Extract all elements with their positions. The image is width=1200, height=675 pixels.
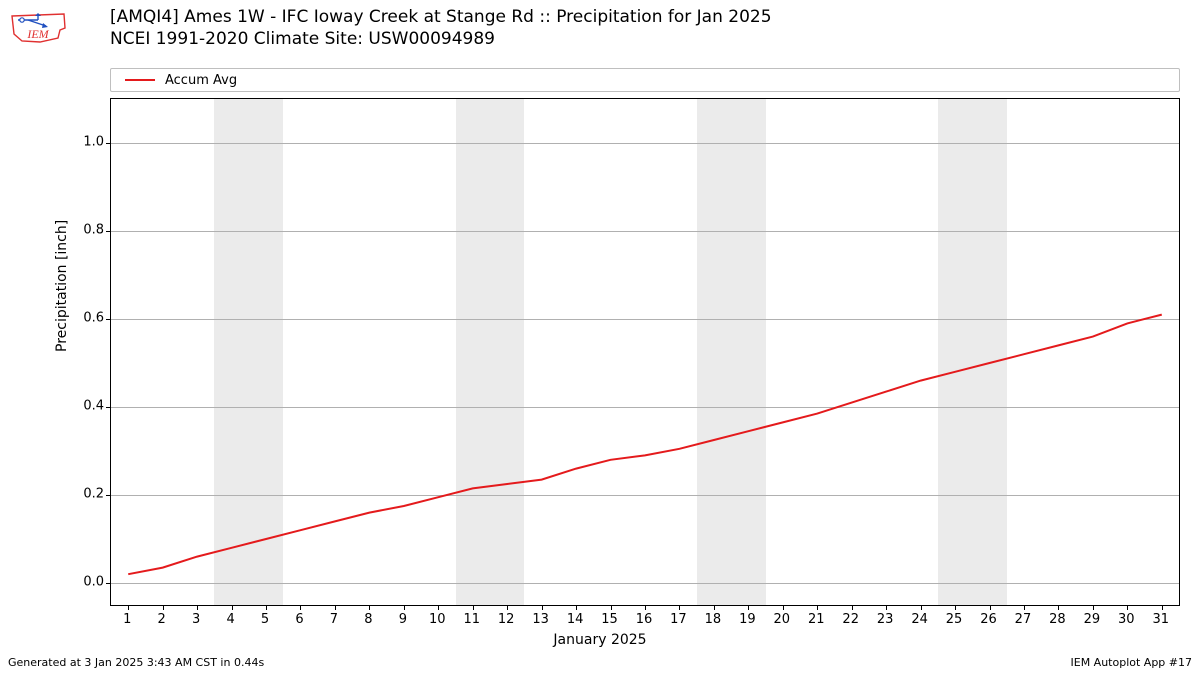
legend-swatch: [125, 79, 155, 81]
y-tick-label: 0.8: [64, 223, 104, 238]
x-tick-label: 23: [877, 612, 894, 627]
svg-text:IEM: IEM: [26, 27, 49, 41]
x-tick: [542, 605, 543, 610]
x-tick: [645, 605, 646, 610]
x-tick: [232, 605, 233, 610]
x-tick-label: 12: [498, 612, 515, 627]
x-tick-label: 17: [670, 612, 687, 627]
x-tick: [611, 605, 612, 610]
footer-generated: Generated at 3 Jan 2025 3:43 AM CST in 0…: [8, 656, 264, 669]
x-tick-label: 6: [295, 612, 303, 627]
x-tick-label: 7: [330, 612, 338, 627]
x-tick: [955, 605, 956, 610]
x-tick: [163, 605, 164, 610]
y-tick-label: 0.6: [64, 311, 104, 326]
x-tick-label: 9: [399, 612, 407, 627]
y-tick-label: 0.0: [64, 575, 104, 590]
x-tick-label: 22: [842, 612, 859, 627]
x-tick: [128, 605, 129, 610]
x-tick-label: 4: [226, 612, 234, 627]
title-line-1: [AMQI4] Ames 1W - IFC Ioway Creek at Sta…: [110, 6, 772, 28]
x-tick-label: 2: [158, 612, 166, 627]
x-tick: [438, 605, 439, 610]
y-tick: [106, 583, 111, 584]
x-tick-label: 15: [601, 612, 618, 627]
x-tick: [817, 605, 818, 610]
x-tick-label: 5: [261, 612, 269, 627]
x-tick: [507, 605, 508, 610]
x-tick: [852, 605, 853, 610]
x-tick: [1058, 605, 1059, 610]
x-tick-label: 28: [1049, 612, 1066, 627]
x-tick: [748, 605, 749, 610]
x-tick: [921, 605, 922, 610]
x-tick: [1127, 605, 1128, 610]
x-tick-label: 14: [567, 612, 584, 627]
y-tick: [106, 143, 111, 144]
x-tick-label: 27: [1015, 612, 1032, 627]
iem-logo: IEM: [8, 8, 68, 48]
x-tick: [990, 605, 991, 610]
x-tick-label: 10: [429, 612, 446, 627]
y-axis-label: Precipitation [inch]: [54, 220, 70, 352]
x-tick-label: 25: [946, 612, 963, 627]
x-tick: [197, 605, 198, 610]
x-tick: [714, 605, 715, 610]
x-tick-label: 29: [1084, 612, 1101, 627]
x-tick-label: 13: [532, 612, 549, 627]
x-tick: [783, 605, 784, 610]
x-tick: [576, 605, 577, 610]
y-tick: [106, 407, 111, 408]
series-line: [128, 315, 1162, 575]
x-tick: [369, 605, 370, 610]
x-tick-label: 3: [192, 612, 200, 627]
y-tick-label: 0.2: [64, 487, 104, 502]
x-tick-label: 16: [636, 612, 653, 627]
x-tick-label: 24: [911, 612, 928, 627]
chart-title: [AMQI4] Ames 1W - IFC Ioway Creek at Sta…: [110, 6, 772, 50]
x-axis-label: January 2025: [0, 632, 1200, 648]
title-line-2: NCEI 1991-2020 Climate Site: USW00094989: [110, 28, 772, 50]
line-plot-svg: [111, 99, 1179, 605]
x-tick: [300, 605, 301, 610]
x-tick-label: 1: [123, 612, 131, 627]
x-tick-label: 26: [980, 612, 997, 627]
x-tick-label: 18: [705, 612, 722, 627]
x-tick-label: 30: [1118, 612, 1135, 627]
x-tick: [473, 605, 474, 610]
x-tick-label: 21: [808, 612, 825, 627]
x-tick: [679, 605, 680, 610]
y-tick-label: 1.0: [64, 135, 104, 150]
y-tick: [106, 231, 111, 232]
x-tick-label: 11: [463, 612, 480, 627]
y-tick-label: 0.4: [64, 399, 104, 414]
legend: Accum Avg: [110, 68, 1180, 92]
x-tick: [1093, 605, 1094, 610]
x-tick-label: 31: [1152, 612, 1169, 627]
chart-plot-area: [110, 98, 1180, 606]
x-tick: [1024, 605, 1025, 610]
x-tick-label: 20: [774, 612, 791, 627]
x-tick-label: 8: [364, 612, 372, 627]
footer-app: IEM Autoplot App #17: [1071, 656, 1193, 669]
x-tick: [335, 605, 336, 610]
x-tick: [886, 605, 887, 610]
y-tick: [106, 495, 111, 496]
x-tick: [1162, 605, 1163, 610]
x-tick: [266, 605, 267, 610]
x-tick: [404, 605, 405, 610]
y-tick: [106, 319, 111, 320]
legend-label: Accum Avg: [165, 73, 237, 88]
x-tick-label: 19: [739, 612, 756, 627]
